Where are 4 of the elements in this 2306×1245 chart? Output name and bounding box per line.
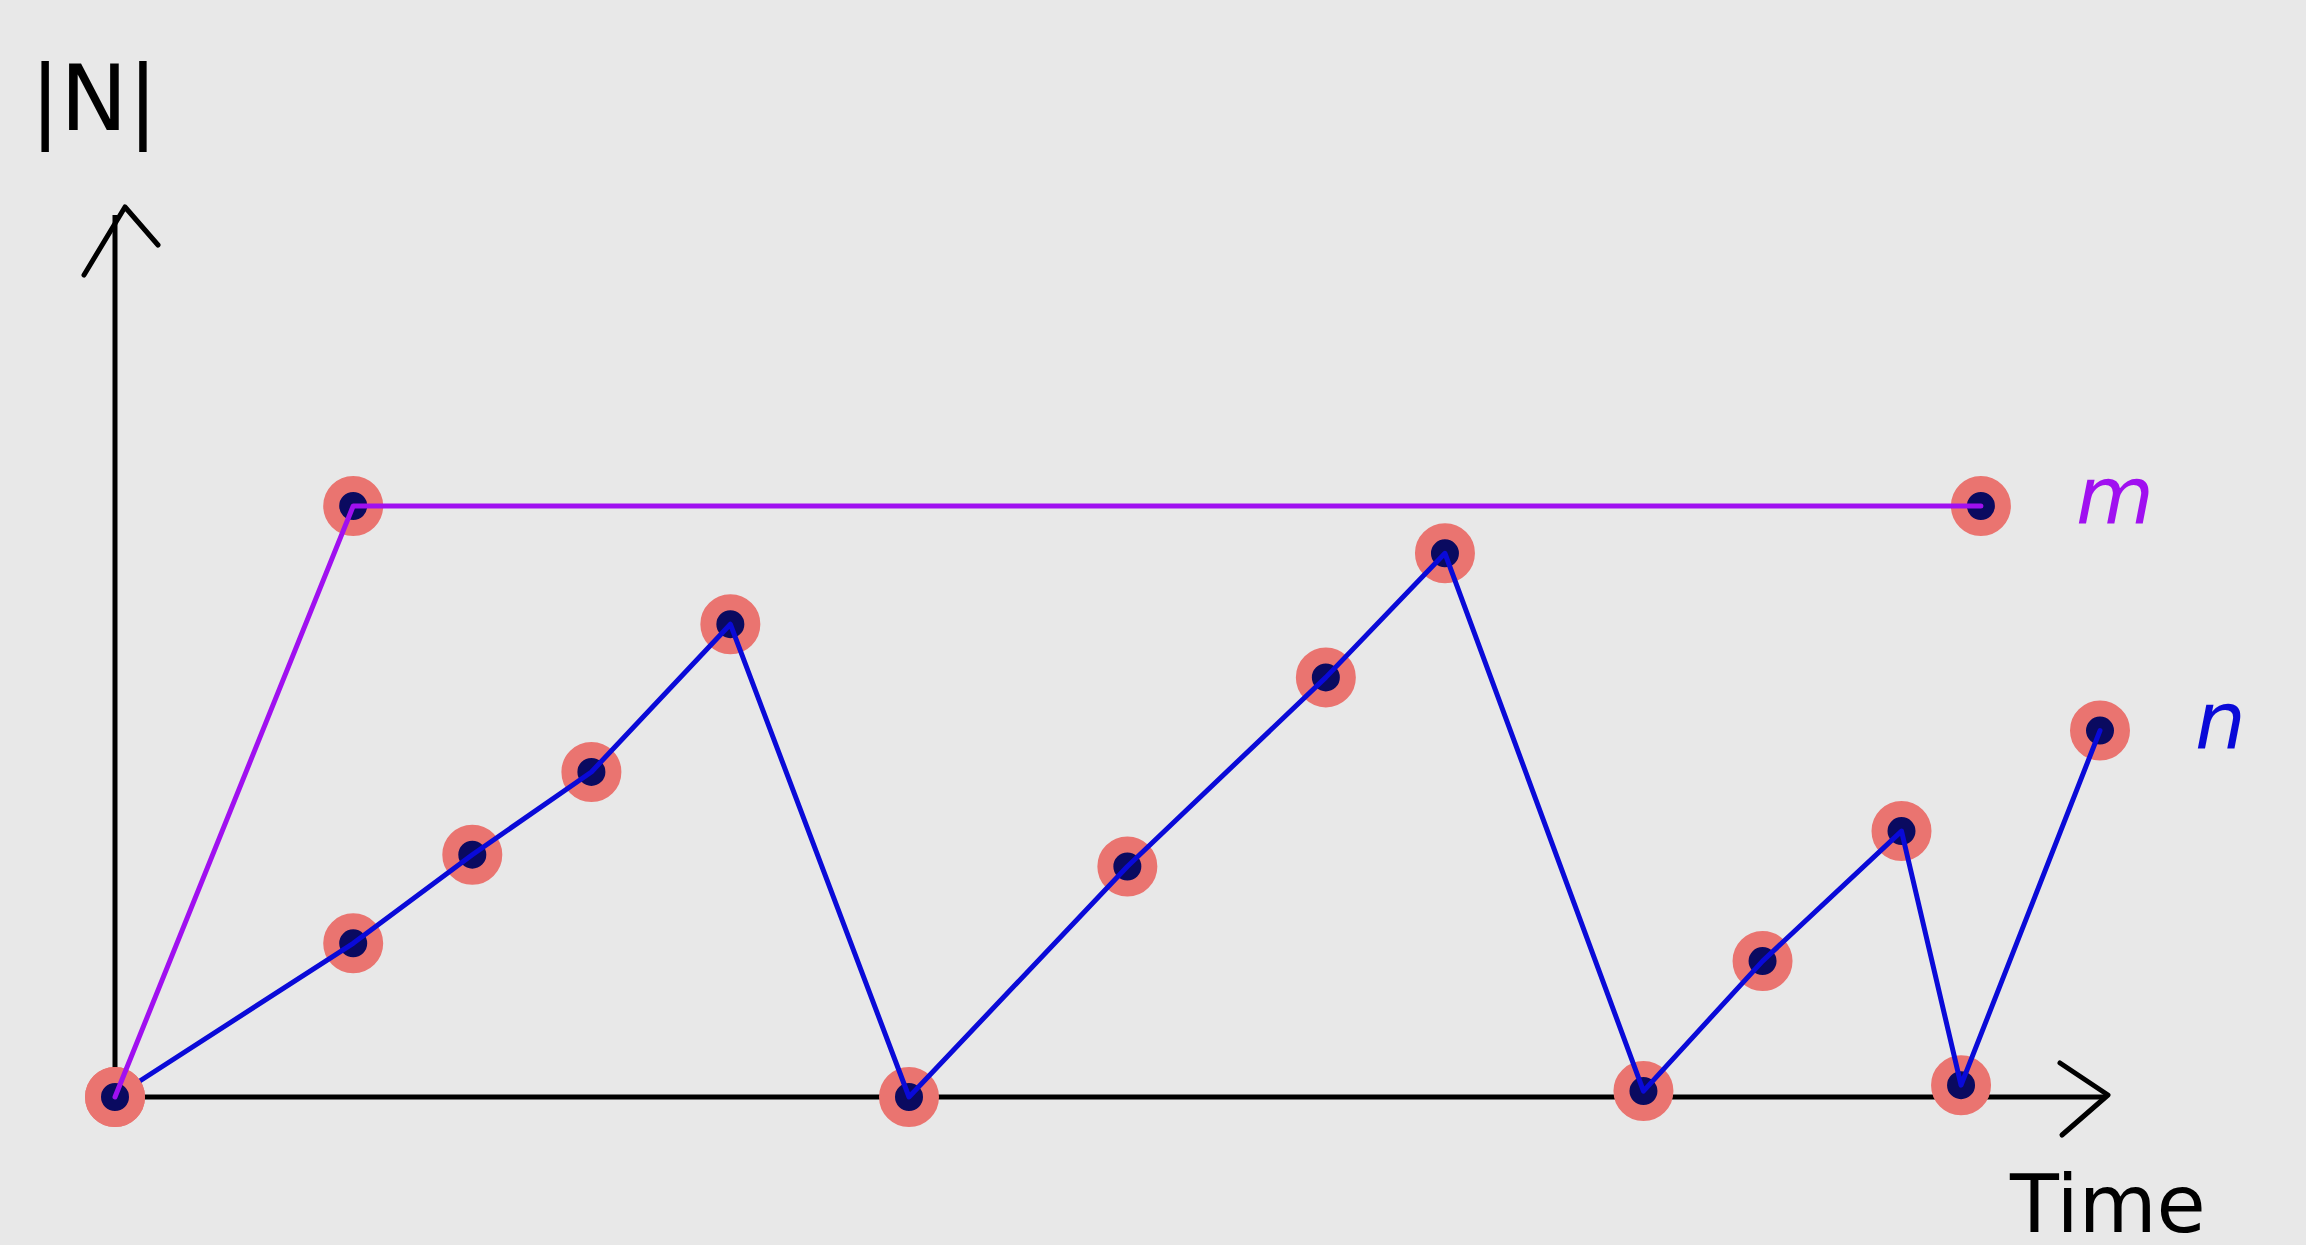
x-axis-title: Time — [2009, 1158, 2206, 1245]
y-axis-title: |N| — [30, 46, 158, 152]
series-label: m — [2075, 450, 2154, 543]
series-label: n — [2195, 674, 2246, 768]
